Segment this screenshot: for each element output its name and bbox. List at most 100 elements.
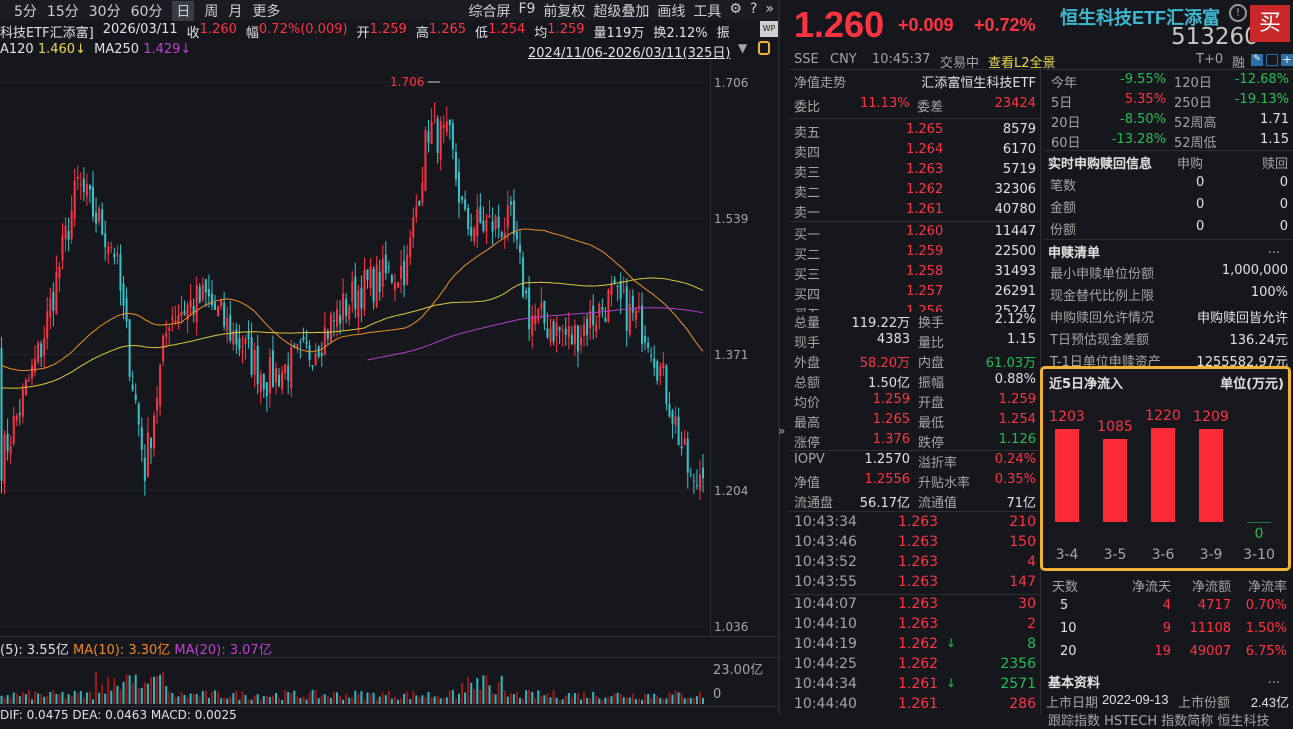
period-tab-7[interactable]: 更多 (252, 4, 281, 20)
basic-info-more[interactable]: ... (1267, 672, 1280, 687)
candle-body (543, 300, 546, 324)
flow-header: 净流天 (1131, 580, 1171, 595)
volume-legend: (5): 3.55亿 MA(10): 3.30亿 MA(20): 3.07亿 (0, 639, 272, 658)
toolbar-button-5[interactable]: 工具 (693, 4, 722, 20)
date-range-selector[interactable]: 2024/11/06-2026/03/11(325日) (528, 46, 731, 61)
volume-bar (363, 699, 366, 704)
volume-bar (488, 685, 491, 704)
ma120-label: A120 (0, 42, 34, 57)
stat-row: 涨停 1.376 跌停 1.126 (788, 432, 1040, 451)
volume-bar (43, 696, 46, 704)
candle-body (372, 268, 375, 302)
candle-body (296, 344, 299, 349)
perf-value-2: 1.15 (1260, 132, 1289, 147)
period-tab-0[interactable]: 5分 (14, 4, 37, 20)
candle-body (470, 227, 473, 236)
list-label: 最小申赎单位份额 (1050, 267, 1155, 282)
period-tab-5[interactable]: 周 (204, 4, 219, 20)
ask-row-price: 1.264 (906, 142, 944, 157)
candle-body (570, 334, 573, 345)
period-tab-3[interactable]: 60分 (130, 4, 163, 20)
dropdown-icon[interactable]: ▼ (738, 41, 748, 55)
volume-bar (76, 693, 79, 704)
creation-list-more[interactable]: ... (1267, 242, 1280, 257)
candle-body (156, 397, 159, 411)
weicha-value: 23424 (994, 96, 1036, 111)
toolbar-button-2[interactable]: 前复权 (543, 4, 586, 20)
volume-bar (689, 697, 692, 704)
ask-row-label: 卖四 (794, 146, 821, 161)
candle-body (412, 217, 415, 238)
stat-row-value-1: 119.22万 (851, 316, 911, 331)
volume-bar (210, 691, 213, 704)
divider (788, 511, 1040, 512)
volume-bar (168, 691, 171, 704)
volume-bar (619, 693, 622, 704)
lock-icon[interactable] (758, 41, 770, 55)
add-watchlist-icon[interactable]: + (1281, 53, 1293, 66)
period-tab-1[interactable]: 15分 (46, 4, 79, 20)
flow-cell: 19 (1154, 644, 1171, 659)
inflow-date: 3-6 (1151, 547, 1175, 563)
collapse-panel-icon[interactable]: » (778, 424, 786, 438)
volume-bar (409, 699, 412, 704)
etf-row-value-1: 1.2556 (864, 472, 911, 487)
more-icon[interactable]: » (765, 1, 774, 17)
volume-bar (512, 694, 515, 704)
volume-bar (143, 682, 146, 704)
candle-body (82, 178, 85, 192)
listed-shares-label: 上市份额 (1178, 696, 1231, 711)
inflow-bar (1199, 429, 1223, 522)
candle-body (128, 319, 131, 377)
period-tab-4[interactable]: 日 (172, 1, 195, 21)
candle-body (503, 232, 506, 239)
open-label: 开 (356, 26, 370, 41)
help-icon[interactable]: ? (749, 1, 758, 17)
candle-body (595, 324, 598, 332)
trade-price: 1.263 (898, 596, 939, 612)
volume-bar (61, 692, 64, 704)
volume-bar (583, 692, 586, 704)
buy-button[interactable]: 买 (1250, 5, 1290, 42)
volume-bar (448, 690, 451, 704)
volume-bar (37, 693, 40, 704)
volume-bar (107, 676, 110, 704)
volume-bar (226, 698, 229, 704)
volume-bar (561, 699, 564, 704)
divider (788, 221, 1040, 222)
candlestick-chart[interactable]: 1.706 1.539 1.371 1.204 1.036 1.706 (0, 60, 778, 640)
ma250-line (367, 307, 704, 361)
nav-trend-label[interactable]: 净值走势 (794, 76, 847, 91)
period-tab-6[interactable]: 月 (228, 4, 243, 20)
info-icon[interactable]: ! (1229, 4, 1247, 22)
ask-row-qty: 32306 (994, 182, 1036, 197)
volume-bar (265, 695, 268, 704)
toolbar-button-1[interactable]: F9 (518, 1, 536, 17)
candle-body (299, 341, 302, 343)
toolbar-button-0[interactable]: 综合屏 (468, 4, 511, 20)
volume-bar (357, 694, 360, 704)
candle-body (61, 234, 64, 261)
toolbar-button-3[interactable]: 超级叠加 (593, 4, 650, 20)
edit-icon[interactable]: ✎ (1251, 54, 1263, 66)
alert-icon[interactable] (1266, 54, 1278, 66)
volume-bar (326, 696, 329, 704)
candle-body (125, 297, 128, 322)
bid-row-label: 买一 (794, 228, 821, 243)
etf-row: 流通盘 56.17亿 流通值 71亿 (788, 492, 1040, 511)
l2-link[interactable]: 查看L2全景 (988, 56, 1056, 71)
fund-name: 汇添富恒生科技ETF (921, 76, 1036, 91)
settings-icon[interactable]: ⚙ (729, 1, 742, 17)
volume-bar (442, 698, 445, 704)
ask-row-price: 1.261 (906, 202, 944, 217)
stat-row-value-1: 4383 (876, 332, 910, 347)
wp-icon[interactable]: WP (760, 21, 778, 37)
candle-body (653, 358, 656, 368)
candle-body (250, 337, 253, 375)
period-tab-2[interactable]: 30分 (88, 4, 121, 20)
volume-value: 量119万 (593, 26, 645, 41)
volume-bar (204, 690, 207, 704)
volume-bar (67, 694, 70, 704)
volume-bar (497, 682, 500, 704)
toolbar-button-4[interactable]: 画线 (657, 4, 686, 20)
